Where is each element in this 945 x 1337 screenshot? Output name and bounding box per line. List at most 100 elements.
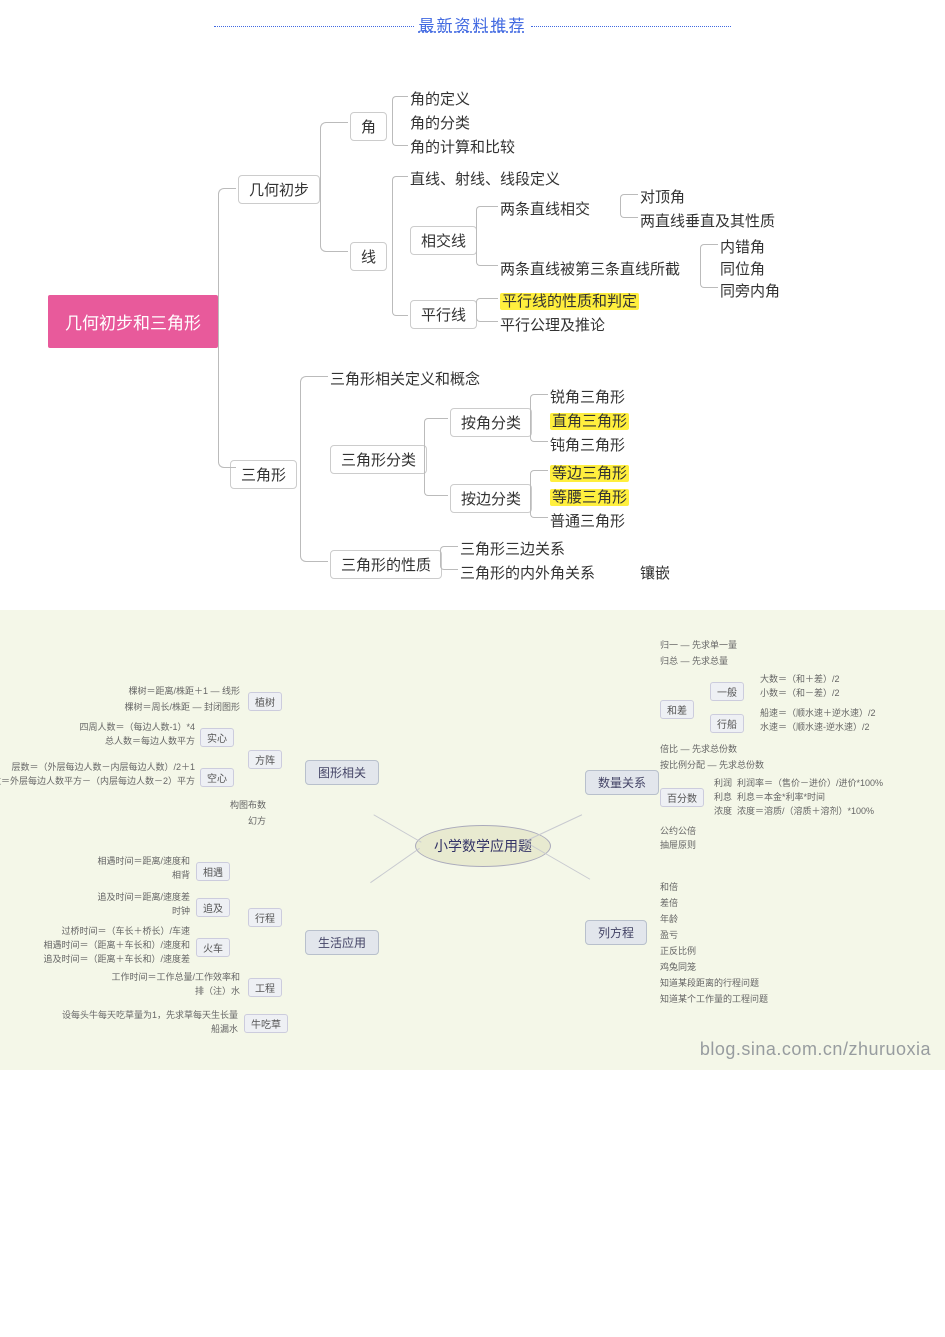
leaf: 知道某个工作量的工程问题 [660, 992, 768, 1005]
sub-node: 追及 [196, 898, 230, 917]
sub-node: 牛吃草 [244, 1014, 288, 1033]
leaf: 盈亏 [660, 928, 678, 941]
leaf: 相背 [30, 868, 190, 881]
leaf: 设每头牛每天吃草量为1，先求草每天生长量 [0, 1008, 238, 1021]
leaf: 幻方 [248, 814, 266, 827]
leaf: 排（注）水 [30, 984, 240, 997]
leaf: 四周人数＝（每边人数-1）*4 [20, 720, 195, 733]
leaf: 年龄 [660, 912, 678, 925]
leaf: 三角形三边关系 [460, 538, 565, 559]
leaf: 知道某段距离的行程问题 [660, 976, 759, 989]
highlight: 直角三角形 [550, 413, 629, 430]
leaf: 两条直线相交 [500, 198, 590, 219]
diagram-primary-math: 小学数学应用题 数量关系 归一 — 先求单一量 归总 — 先求总量 和差 一般 … [0, 610, 945, 1070]
leaf: 相遇时间＝（距离＋车长和）/速度和 [0, 938, 190, 951]
header-title: 最新资料推荐 [210, 18, 734, 35]
leaf: 棵树＝周长/株距 — 封闭图形 [60, 700, 240, 713]
leaf: 镶嵌 [640, 562, 670, 583]
highlight: 等边三角形 [550, 465, 629, 482]
leaf: 同旁内角 [720, 280, 780, 301]
leaf: 构图布数 [230, 798, 266, 811]
node-triangle: 三角形 [230, 460, 297, 489]
diagram-geometry-triangle: 几何初步和三角形 几何初步 角 角的定义 角的分类 角的计算和比较 线 直线、射… [0, 40, 945, 600]
leaf: 水速＝（顺水速-逆水速）/2 [760, 720, 870, 733]
sub-node: 工程 [248, 978, 282, 997]
leaf: 正反比例 [660, 944, 696, 957]
leaf: 利息 利息＝本金*利率*时间 [714, 790, 825, 803]
leaf: 两直线垂直及其性质 [640, 210, 775, 231]
highlight: 等腰三角形 [550, 489, 629, 506]
leaf: 按比例分配 — 先求总份数 [660, 758, 764, 771]
leaf: 钝角三角形 [550, 434, 625, 455]
sub-node: 一般 [710, 682, 744, 701]
leaf: 总人数＝每边人数平方 [20, 734, 195, 747]
leaf: 大数＝（和＋差）/2 [760, 672, 840, 685]
sub-node: 和差 [660, 700, 694, 719]
leaf: 追及时间＝距离/速度差 [30, 890, 190, 903]
node-angle: 角 [350, 112, 387, 141]
leaf: 棵树＝距离/株距＋1 — 线形 [60, 684, 240, 697]
leaf: 相遇时间＝距离/速度和 [30, 854, 190, 867]
branch-quantity: 数量关系 [585, 770, 659, 795]
leaf: 两条直线被第三条直线所截 [500, 258, 680, 279]
leaf: 总人数＝外层每边人数平方－（内层每边人数－2）平方 [0, 774, 195, 787]
branch-life: 生活应用 [305, 930, 379, 955]
leaf: 角的分类 [410, 112, 470, 133]
node-triangle-prop: 三角形的性质 [330, 550, 442, 579]
leaf: 角的计算和比较 [410, 136, 515, 157]
leaf: 三角形的内外角关系 [460, 562, 595, 583]
sub-node: 火车 [196, 938, 230, 957]
watermark: blog.sina.com.cn/zhuruoxia [700, 1039, 931, 1060]
leaf: 平行公理及推论 [500, 314, 605, 335]
leaf: 抽屉原则 [660, 838, 696, 851]
leaf: 三角形相关定义和概念 [330, 368, 480, 389]
leaf: 对顶角 [640, 186, 685, 207]
sub-node: 相遇 [196, 862, 230, 881]
node-parallel: 平行线 [410, 300, 477, 329]
leaf: 普通三角形 [550, 510, 625, 531]
leaf: 鸡兔同笼 [660, 960, 696, 973]
sub-node: 实心 [200, 728, 234, 747]
node-line: 线 [350, 242, 387, 271]
sub-node: 方阵 [248, 750, 282, 769]
node-by-edge: 按边分类 [450, 484, 532, 513]
sub-node: 百分数 [660, 788, 704, 807]
sub-node: 行程 [248, 908, 282, 927]
leaf: 小数＝（和－差）/2 [760, 686, 840, 699]
leaf: 利润 利润率＝（售价－进价）/进价*100% [714, 776, 883, 789]
leaf: 时钟 [30, 904, 190, 917]
sub-node: 植树 [248, 692, 282, 711]
leaf: 归总 — 先求总量 [660, 654, 728, 667]
branch-equation: 列方程 [585, 920, 647, 945]
leaf: 差倍 [660, 896, 678, 909]
leaf: 同位角 [720, 258, 765, 279]
leaf: 倍比 — 先求总份数 [660, 742, 737, 755]
leaf: 和倍 [660, 880, 678, 893]
leaf: 等腰三角形 [550, 486, 629, 507]
leaf: 公约公倍 [660, 824, 696, 837]
node-geometry-basics: 几何初步 [238, 175, 320, 204]
node-by-angle: 按角分类 [450, 408, 532, 437]
leaf: 锐角三角形 [550, 386, 625, 407]
sub-node: 空心 [200, 768, 234, 787]
leaf: 追及时间＝（距离＋车长和）/速度差 [0, 952, 190, 965]
page-header: 最新资料推荐 [0, 0, 945, 40]
node-intersect: 相交线 [410, 226, 477, 255]
leaf: 等边三角形 [550, 462, 629, 483]
leaf: 船速＝（顺水速＋逆水速）/2 [760, 706, 876, 719]
leaf: 归一 — 先求单一量 [660, 638, 737, 651]
leaf: 直角三角形 [550, 410, 629, 431]
branch-figure: 图形相关 [305, 760, 379, 785]
root-node: 几何初步和三角形 [48, 295, 218, 348]
leaf: 内错角 [720, 236, 765, 257]
leaf: 平行线的性质和判定 [500, 290, 639, 311]
leaf: 角的定义 [410, 88, 470, 109]
leaf: 浓度 浓度＝溶质/（溶质＋溶剂）*100% [714, 804, 874, 817]
leaf: 船漏水 [0, 1022, 238, 1035]
leaf: 过桥时间＝（车长＋桥长）/车速 [0, 924, 190, 937]
node-triangle-class: 三角形分类 [330, 445, 427, 474]
leaf: 层数＝（外层每边人数－内层每边人数）/2＋1 [0, 760, 195, 773]
sub-node: 行船 [710, 714, 744, 733]
highlight: 平行线的性质和判定 [500, 293, 639, 310]
leaf: 直线、射线、线段定义 [410, 168, 560, 189]
